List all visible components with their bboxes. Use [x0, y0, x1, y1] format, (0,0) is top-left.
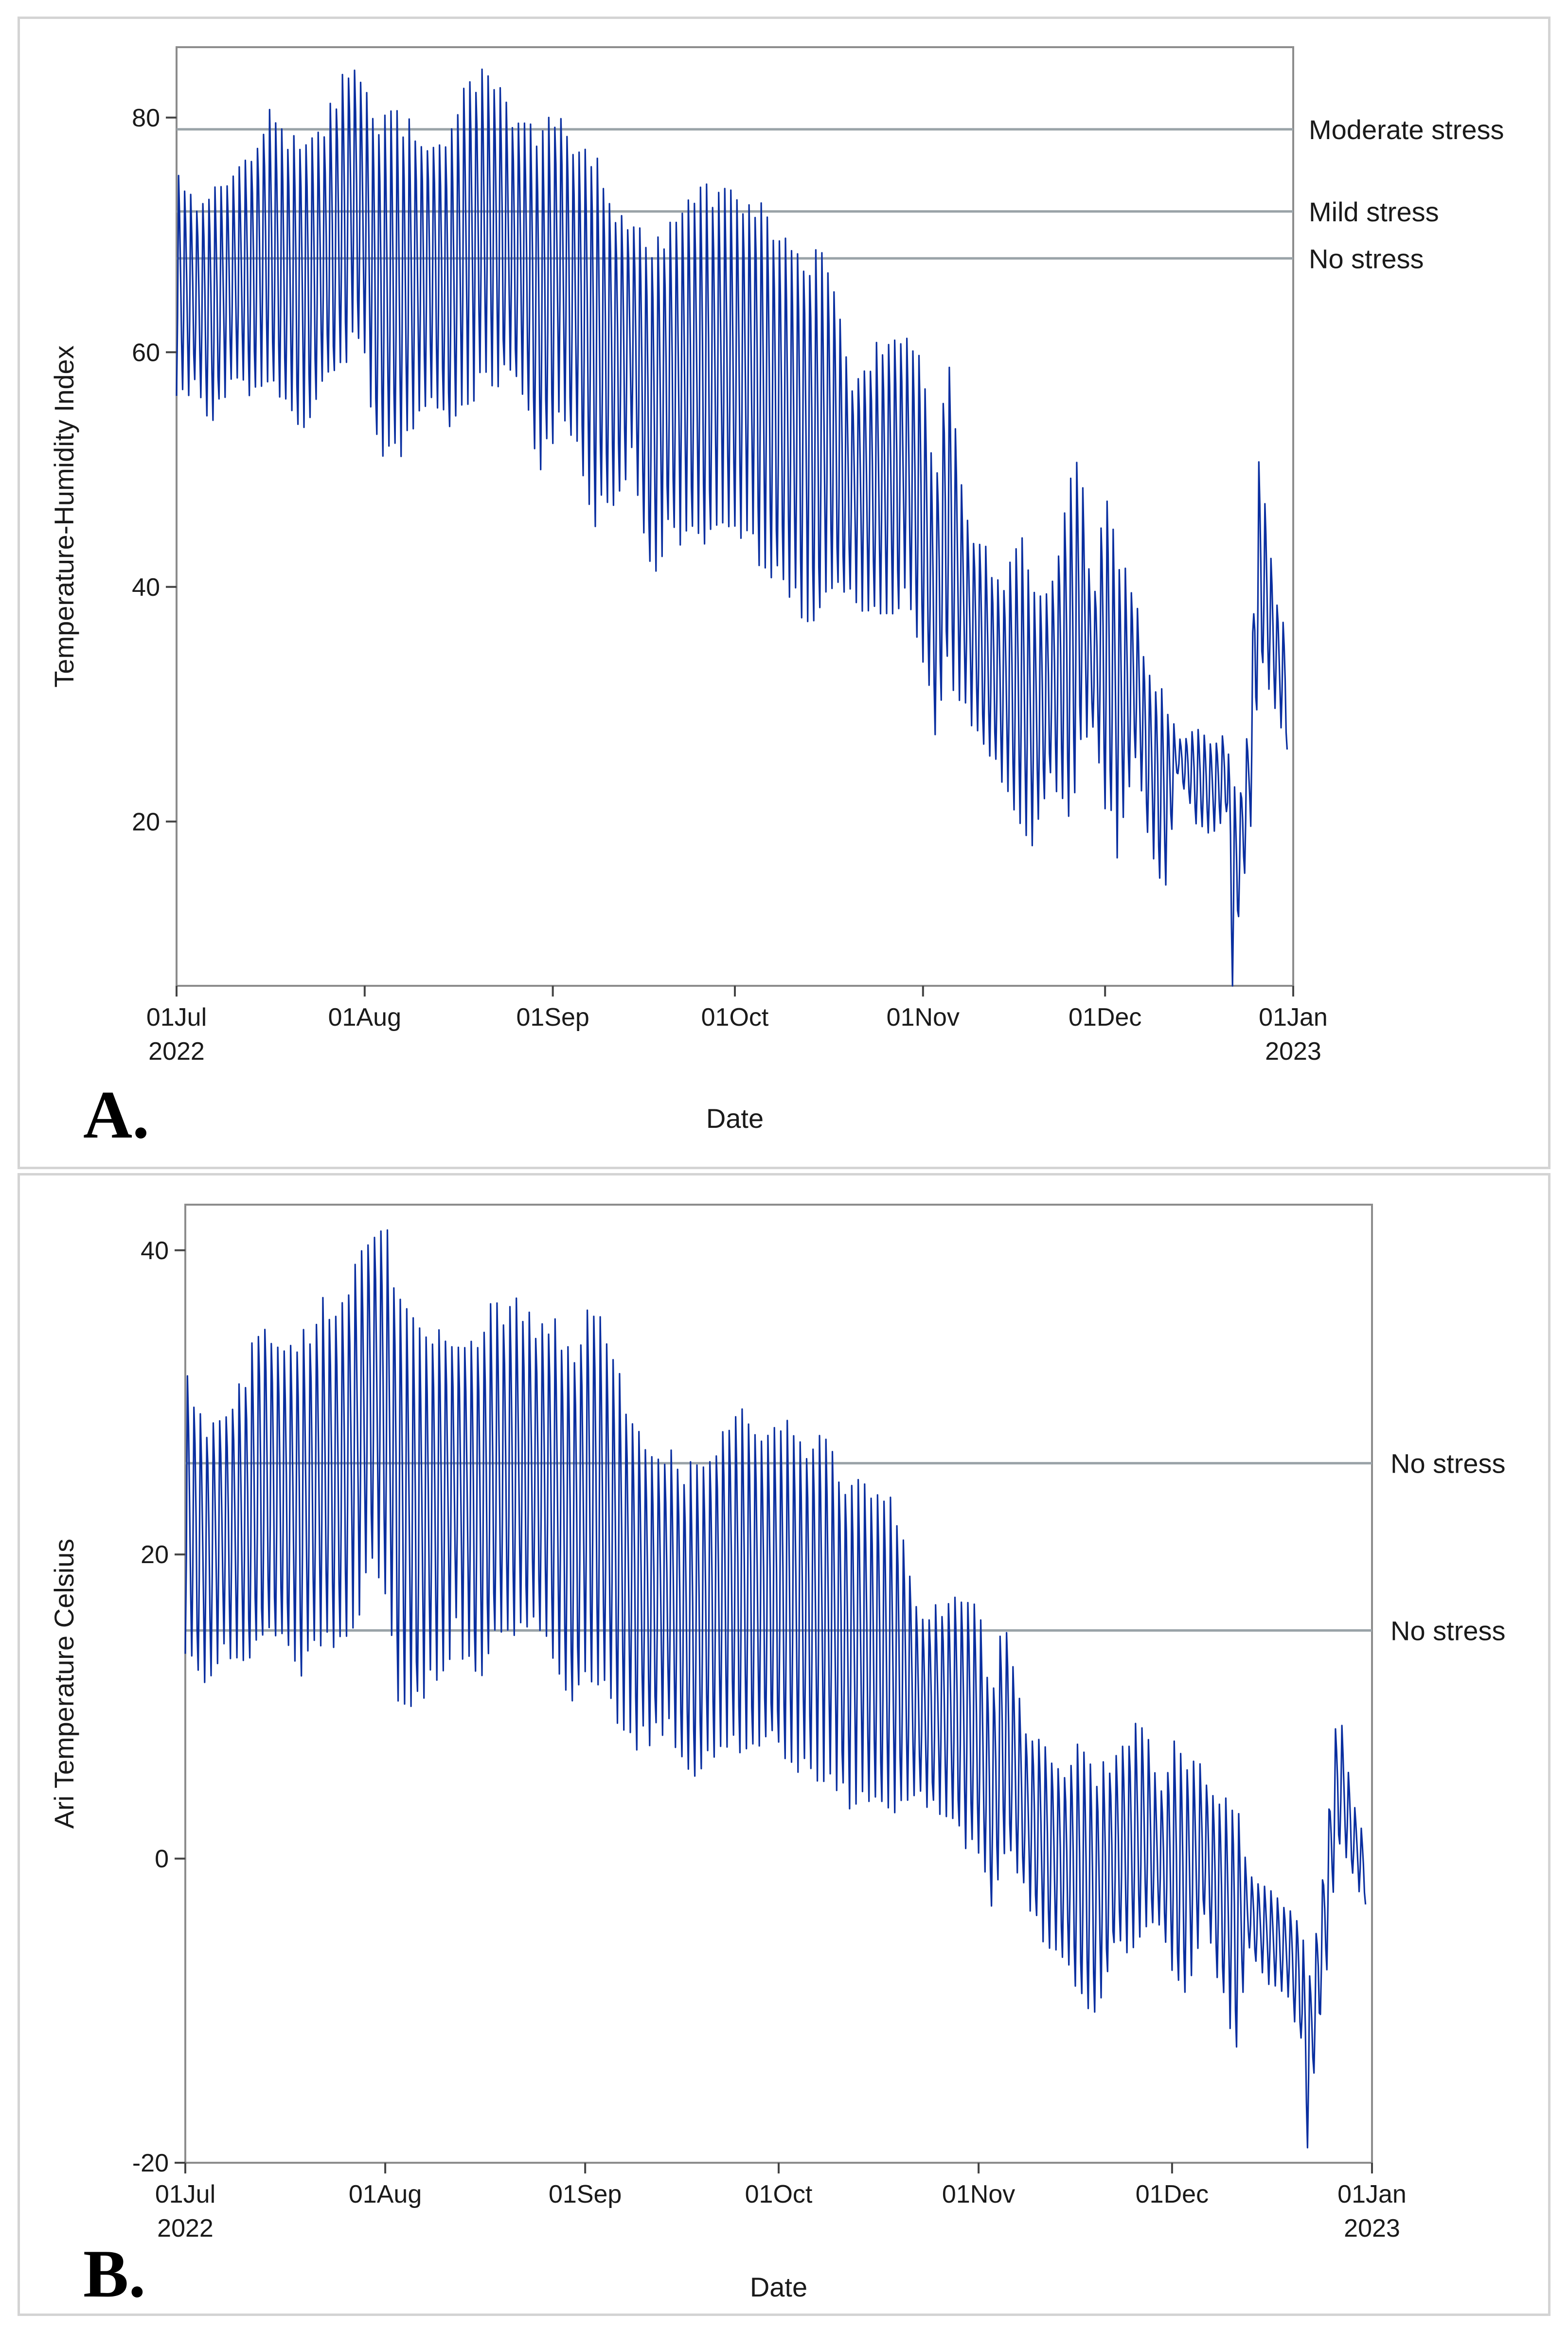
y-tick-label: 40: [141, 1237, 169, 1265]
thi-chart: Moderate stress Mild stress No stress 20 40 6…: [49, 46, 1504, 1153]
x-tick-year-label: 2022: [157, 2214, 214, 2243]
air-temperature-chart: No stress No stress -20 0 20 40 01Jul 2022 01Aug…: [49, 1204, 1506, 2312]
x-tick-label: 01Aug: [349, 2180, 422, 2208]
series-line: [176, 68, 1288, 987]
x-tick-label: 01Aug: [328, 1003, 401, 1032]
panel-letter: B.: [83, 2236, 145, 2312]
x-axis-title: Date: [750, 2272, 807, 2302]
air-temperature-panel: No stress No stress -20 0 20 40 01Jul 2022 01Aug…: [18, 1173, 1550, 2316]
y-tick-label: -20: [132, 2149, 169, 2177]
reference-line-label: No stress: [1309, 243, 1424, 274]
x-tick-label: 01Nov: [942, 2180, 1015, 2208]
x-tick-year-label: 2022: [148, 1037, 205, 1066]
x-tick-label: 01Nov: [887, 1003, 960, 1032]
reference-line-label: No stress: [1390, 1448, 1506, 1479]
x-tick-label: 01Jan: [1259, 1003, 1328, 1032]
x-tick-label: 01Oct: [745, 2180, 813, 2208]
reference-line-label: Mild stress: [1309, 196, 1439, 227]
y-tick-label: 0: [155, 1845, 169, 1873]
reference-line-label: No stress: [1390, 1616, 1506, 1646]
x-tick-year-label: 2023: [1265, 1037, 1321, 1066]
x-tick-year-label: 2023: [1344, 2214, 1400, 2243]
x-tick-label: 01Jul: [146, 1003, 207, 1032]
thi-panel: Moderate stress Mild stress No stress 20 40 6…: [18, 17, 1550, 1169]
x-tick-label: 01Jul: [155, 2180, 215, 2208]
x-tick-label: 01Dec: [1136, 2180, 1209, 2208]
x-tick-label: 01Sep: [516, 1003, 589, 1032]
y-tick-label: 80: [132, 104, 160, 132]
x-tick-label: 01Oct: [701, 1003, 769, 1032]
y-tick-label: 40: [132, 573, 160, 602]
y-tick-label: 60: [132, 338, 160, 367]
x-axis-title: Date: [706, 1103, 764, 1134]
x-tick-label: 01Sep: [549, 2180, 622, 2208]
y-axis-title: Temperature-Humidity Index: [49, 345, 79, 687]
panel-letter: A.: [83, 1077, 149, 1153]
y-axis-title: Ari Temperature Celsius: [49, 1539, 79, 1829]
x-tick-label: 01Dec: [1069, 1003, 1141, 1032]
reference-line-label: Moderate stress: [1309, 114, 1504, 145]
y-tick-label: 20: [132, 808, 160, 836]
x-tick-label: 01Jan: [1337, 2180, 1407, 2208]
y-tick-label: 20: [141, 1541, 169, 1569]
series-line: [184, 1229, 1367, 2149]
